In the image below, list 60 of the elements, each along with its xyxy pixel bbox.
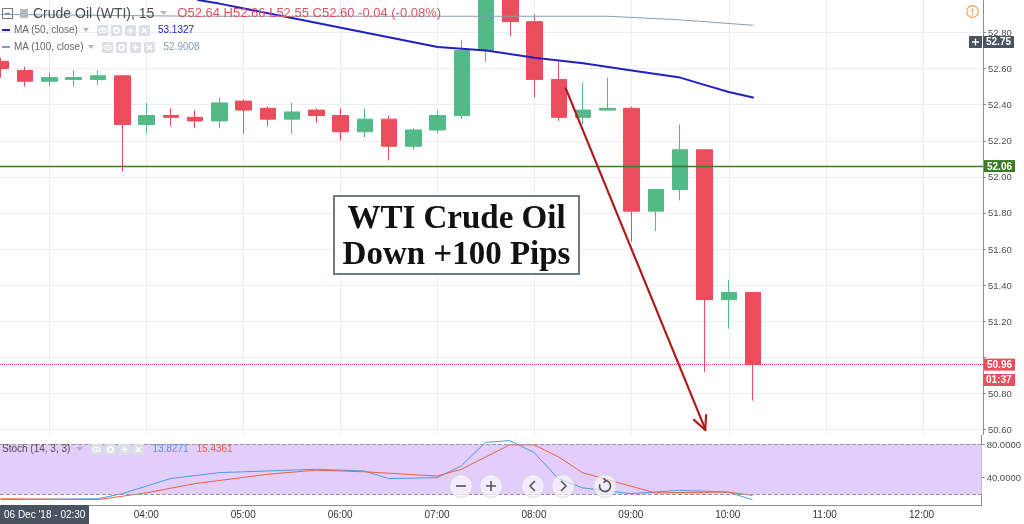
y-tick-label: 51.20 xyxy=(988,315,1012,327)
candlestick xyxy=(41,71,58,88)
legend-label: MA (50, close) xyxy=(14,24,78,36)
ref-line-label: 50.96 xyxy=(987,359,1013,371)
candlestick xyxy=(502,0,519,37)
text: 06 Dec '18 - 02:30 xyxy=(0,505,90,524)
candlestick xyxy=(211,96,228,129)
y-tick-label: 52.80 xyxy=(988,26,1012,38)
x-tick-label: 06:00 xyxy=(327,508,354,520)
candlestick xyxy=(332,107,349,142)
annotation: 53.1327 xyxy=(157,24,195,36)
candlestick xyxy=(551,60,567,122)
candlestick xyxy=(260,105,276,127)
candlestick xyxy=(454,39,470,120)
candlestick xyxy=(308,107,325,124)
x-tick-label: 12:00 xyxy=(909,508,935,520)
candlestick xyxy=(721,279,737,330)
candlestick xyxy=(429,109,446,135)
y-tick-label: 51.80 xyxy=(988,207,1012,219)
annotation: 52.9008 xyxy=(163,41,200,53)
candlestick xyxy=(405,127,422,151)
candlestick xyxy=(357,107,373,138)
x-tick-label: 04:00 xyxy=(133,508,160,520)
y-tick-label: 52.20 xyxy=(988,135,1012,147)
candlestick xyxy=(284,102,300,135)
candlestick xyxy=(381,115,397,162)
text: 01:37 xyxy=(983,373,1015,386)
text: Stoch (14, 3, 3) xyxy=(2,443,71,455)
legend-label: MA (100, close) xyxy=(14,41,84,53)
annotation: WTI Crude Oil Down +100 Pips xyxy=(333,195,580,275)
ref-line-label: 52.06 xyxy=(987,160,1013,172)
annotation: 13.8271 xyxy=(152,443,189,455)
candlestick xyxy=(235,98,252,135)
candlestick xyxy=(138,102,155,135)
y-tick-label: 52.00 xyxy=(988,171,1012,183)
x-tick-label: 09:00 xyxy=(618,508,644,520)
candlestick xyxy=(526,13,543,98)
x-tick-label: 10:00 xyxy=(715,508,741,520)
annotation: 15.4361 xyxy=(196,443,233,455)
y-tick-label: 50.60 xyxy=(988,424,1012,436)
candlestick xyxy=(187,109,203,129)
y-tick-label: 80.0000 xyxy=(986,438,1021,450)
candlestick xyxy=(114,75,131,172)
annotation: 52.75 xyxy=(983,35,1015,48)
x-tick-label: 05:00 xyxy=(230,508,257,520)
y-tick-label: 51.40 xyxy=(988,279,1012,291)
x-tick-label: 08:00 xyxy=(521,508,547,520)
x-tick-label: 11:00 xyxy=(812,508,838,520)
candlestick xyxy=(17,66,33,88)
x-tick-label: 07:00 xyxy=(424,508,450,520)
y-tick-label: 52.60 xyxy=(988,63,1012,75)
y-tick-label: 51.60 xyxy=(988,243,1012,255)
y-tick-label: 50.80 xyxy=(988,387,1012,399)
candlestick xyxy=(163,107,179,127)
y-tick-label: 40.0000 xyxy=(986,472,1021,484)
candlestick xyxy=(90,69,106,86)
candlestick xyxy=(478,0,494,62)
annotation: O52.64 H52.66 L52.55 C52.60 -0.04 (-0.08%) xyxy=(177,4,442,21)
candlestick xyxy=(65,69,82,88)
y-tick-label: 52.40 xyxy=(988,99,1012,111)
